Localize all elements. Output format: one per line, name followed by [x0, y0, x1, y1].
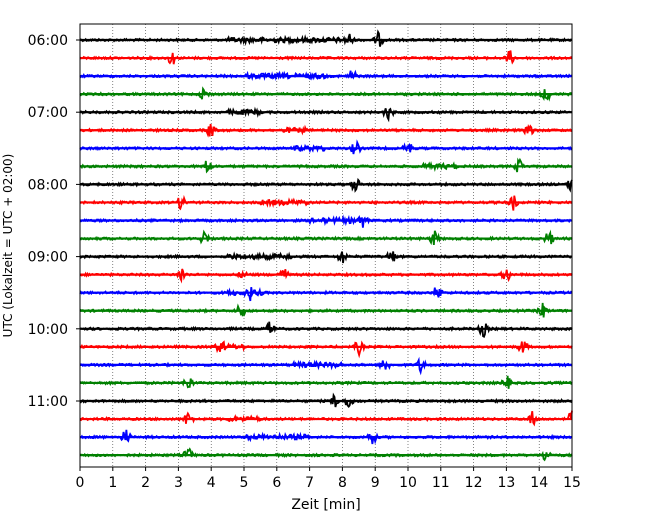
x-tick-label: 13	[497, 475, 515, 491]
trace-series-group	[79, 29, 573, 462]
y-tick-label: 10:00	[28, 322, 68, 338]
trace-1145	[79, 447, 573, 462]
x-tick-label: 11	[432, 475, 450, 491]
x-tick-label: 8	[338, 475, 347, 491]
x-tick-label: 6	[272, 475, 281, 491]
x-tick-label: 7	[305, 475, 314, 491]
trace-0715	[79, 123, 573, 138]
trace-0930	[79, 286, 573, 302]
trace-1015	[79, 340, 573, 359]
trace-0915	[79, 268, 573, 284]
trace-0615	[79, 50, 573, 65]
trace-0645	[79, 86, 573, 102]
trace-0730	[79, 139, 573, 155]
trace-0945	[79, 302, 573, 318]
trace-1000	[79, 321, 573, 338]
y-tick-label: 08:00	[28, 177, 68, 193]
x-tick-label: 1	[108, 475, 117, 491]
x-tick-label: 0	[76, 475, 85, 491]
trace-0800	[79, 177, 573, 193]
x-tick-labels: 0 1 2 3 4 5 6 7 8 9 10 11 12 13 14 15	[76, 475, 581, 491]
x-tick-label: 4	[207, 475, 216, 491]
x-tick-label: 3	[174, 475, 183, 491]
trace-0900	[79, 250, 573, 264]
trace-0830	[80, 214, 573, 228]
trace-0600	[79, 29, 573, 47]
y-tick-label: 09:00	[28, 250, 68, 266]
x-tick-label: 10	[399, 475, 417, 491]
x-tick-label: 9	[371, 475, 380, 491]
trace-1100	[79, 392, 573, 409]
y-axis-label: UTC (Lokalzeit = UTC + 02:00)	[1, 154, 15, 338]
x-tick-label: 5	[240, 475, 249, 491]
axes-frame	[79, 23, 573, 468]
trace-1115	[79, 410, 573, 427]
grid-lines	[112, 24, 540, 467]
plot-area	[80, 24, 572, 467]
trace-1045	[79, 375, 573, 389]
x-tick-label: 2	[141, 475, 150, 491]
x-tick-label: 14	[530, 475, 548, 491]
y-tick-labels: 06:00 07:00 08:00 09:00 10:00 11:00	[28, 33, 68, 410]
trace-0745	[79, 157, 573, 174]
axes	[76, 23, 573, 471]
y-tick-label: 07:00	[28, 105, 68, 121]
trace-0700	[79, 106, 573, 123]
trace-0845	[79, 229, 573, 246]
x-axis-label: Zeit [min]	[291, 497, 360, 513]
trace-1030	[79, 356, 573, 376]
trace-0815	[79, 194, 573, 211]
y-tick-label: 06:00	[28, 33, 68, 49]
trace-1130	[79, 429, 573, 445]
y-tick-label: 11:00	[28, 394, 68, 410]
x-tick-label: 12	[465, 475, 483, 491]
x-tick-label: 15	[563, 475, 581, 491]
trace-0630	[79, 69, 573, 82]
